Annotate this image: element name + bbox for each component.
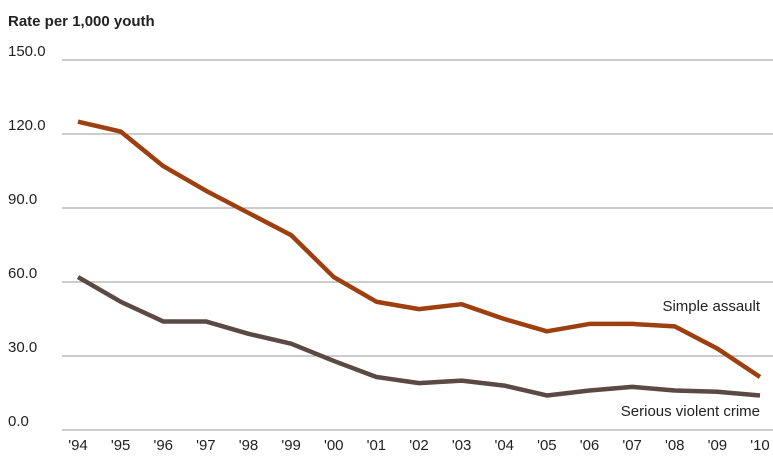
y-tick-label: 30.0 [8, 339, 37, 356]
series-label: Simple assault [662, 298, 760, 315]
series-label: Serious violent crime [621, 403, 760, 420]
x-tick-label: '00 [324, 437, 344, 454]
x-tick-label: '09 [708, 437, 728, 454]
data-line [77, 119, 762, 379]
x-tick-label: '99 [281, 437, 301, 454]
x-tick-label: '04 [494, 437, 514, 454]
y-tick-label: 90.0 [8, 191, 37, 208]
y-tick-label: 150.0 [8, 43, 46, 60]
x-tick-label: '07 [622, 437, 642, 454]
x-tick-label: '03 [452, 437, 472, 454]
x-tick-label: '02 [409, 437, 429, 454]
x-tick-label: '06 [580, 437, 600, 454]
x-tick-label: '97 [196, 437, 216, 454]
data-line [76, 275, 761, 398]
x-tick-label: '05 [537, 437, 557, 454]
chart-title: Rate per 1,000 youth [8, 13, 155, 30]
x-tick-label: '94 [68, 437, 88, 454]
x-tick-label: '96 [153, 437, 173, 454]
x-tick-label: '08 [665, 437, 685, 454]
x-tick-label: '01 [367, 437, 387, 454]
x-tick-label: '98 [239, 437, 259, 454]
y-tick-label: 0.0 [8, 413, 29, 430]
x-tick-label: '95 [111, 437, 131, 454]
y-tick-label: 120.0 [8, 117, 46, 134]
x-tick-label: '10 [750, 437, 770, 454]
y-tick-label: 60.0 [8, 265, 37, 282]
